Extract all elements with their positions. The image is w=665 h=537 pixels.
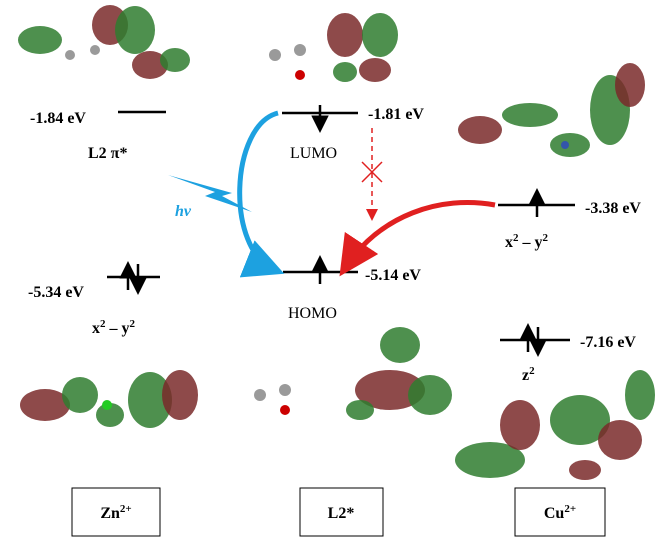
orbital-label: L2 π* <box>88 145 127 162</box>
orbital-image <box>18 5 190 79</box>
energy-label: -3.38 eV <box>585 200 641 217</box>
superscript: 2 <box>130 318 136 330</box>
box-label: L2* <box>328 505 355 522</box>
orbital-label: x2 – y2 <box>92 318 136 337</box>
superscript: 2+ <box>564 503 576 515</box>
text-part: z <box>522 367 529 384</box>
text-part: x <box>92 320 100 337</box>
orbital-image <box>455 370 655 480</box>
transfer-arrow <box>345 203 495 268</box>
energy-diagram: -1.84 eV L2 π* -5.34 eV x2 – y2 -1.81 eV… <box>0 0 665 537</box>
box-label: Cu2+ <box>544 503 576 522</box>
orbital-label: z2 <box>522 365 535 384</box>
energy-label: -1.84 eV <box>30 110 86 127</box>
text-part: – y <box>519 234 543 251</box>
text-part: Cu <box>544 505 565 522</box>
text-part: Zn <box>100 505 120 522</box>
orbital-image <box>458 63 645 157</box>
box-label: Zn2+ <box>100 503 131 522</box>
orbital-image <box>254 327 452 420</box>
energy-label: -7.16 eV <box>580 334 636 351</box>
superscript: 2+ <box>120 503 132 515</box>
orbital-image <box>269 13 398 82</box>
excitation-arrow <box>240 113 278 270</box>
hv-label: hv <box>175 203 192 220</box>
superscript: 2 <box>529 365 535 377</box>
orbital-image <box>20 370 198 428</box>
text-part: x <box>505 234 513 251</box>
energy-label: -1.81 eV <box>368 106 424 123</box>
energy-label: -5.14 eV <box>365 267 421 284</box>
orbital-label: LUMO <box>290 145 337 162</box>
superscript: 2 <box>543 232 549 244</box>
orbital-label: HOMO <box>288 305 337 322</box>
energy-label: -5.34 eV <box>28 284 84 301</box>
orbital-label: x2 – y2 <box>505 232 549 251</box>
text-part: – y <box>106 320 130 337</box>
